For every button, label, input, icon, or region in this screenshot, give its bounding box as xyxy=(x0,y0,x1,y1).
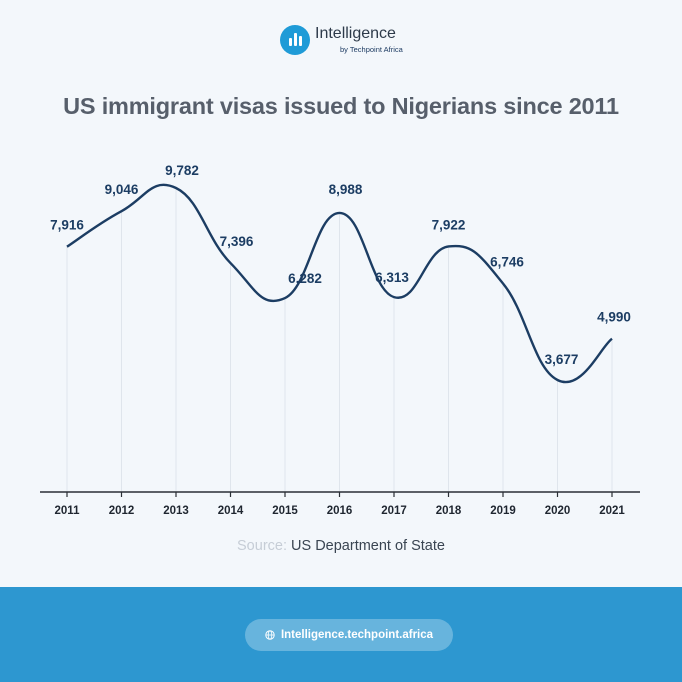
x-tick-label: 2012 xyxy=(109,505,135,517)
data-label: 4,990 xyxy=(597,310,631,325)
data-label: 6,746 xyxy=(490,254,524,269)
source-value: US Department of State xyxy=(291,538,445,554)
data-label: 6,313 xyxy=(375,270,409,285)
bar-chart-icon xyxy=(280,25,310,55)
x-tick-label: 2011 xyxy=(55,505,81,517)
x-tick-label: 2020 xyxy=(545,505,571,517)
data-label: 7,922 xyxy=(432,217,466,232)
source-note: Source: US Department of State xyxy=(0,538,682,554)
chart-title: US immigrant visas issued to Nigerians s… xyxy=(63,93,619,119)
brand-subtitle: by Techpoint Africa xyxy=(340,45,403,54)
data-label: 7,396 xyxy=(220,234,254,249)
x-tick-label: 2015 xyxy=(272,505,298,517)
brand-logo: Intelligence by Techpoint Africa xyxy=(280,24,440,58)
footer-bar: Intelligence.techpoint.africa xyxy=(0,587,682,682)
x-tick-label: 2017 xyxy=(381,505,407,517)
x-tick-label: 2014 xyxy=(218,505,244,517)
globe-icon xyxy=(265,630,275,640)
x-tick-label: 2016 xyxy=(327,505,353,517)
website-link[interactable]: Intelligence.techpoint.africa xyxy=(245,619,453,651)
series-line xyxy=(66,183,613,384)
data-label: 8,988 xyxy=(329,182,363,197)
data-label: 9,782 xyxy=(165,163,199,178)
data-label: 9,046 xyxy=(105,182,139,197)
x-tick-label: 2018 xyxy=(436,505,462,517)
website-link-text: Intelligence.techpoint.africa xyxy=(280,629,434,641)
data-label: 7,916 xyxy=(50,218,84,233)
data-label: 3,677 xyxy=(545,352,579,367)
x-tick-label: 2019 xyxy=(490,505,516,517)
line-chart: 2011 2012 2013 2014 2015 2016 2017 2018 2019 2020… xyxy=(40,163,640,517)
x-tick-label: 2013 xyxy=(163,505,189,517)
source-label: Source: xyxy=(237,538,287,554)
data-label: 6,282 xyxy=(288,271,322,286)
brand-name: Intelligence xyxy=(315,25,396,42)
x-tick-label: 2021 xyxy=(599,505,625,517)
